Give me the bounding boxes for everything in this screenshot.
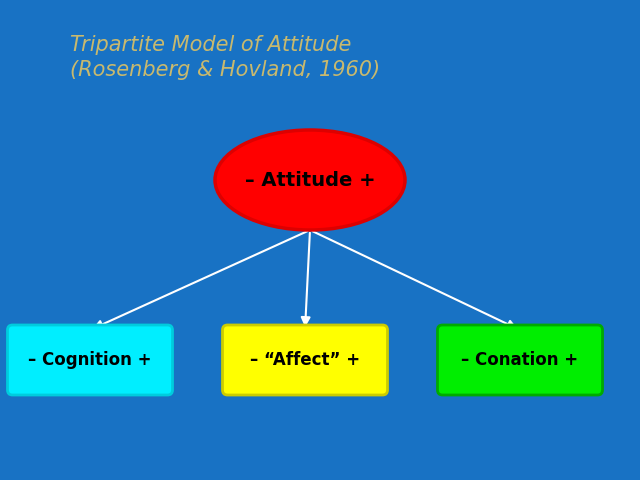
FancyBboxPatch shape — [8, 325, 173, 395]
Ellipse shape — [215, 130, 405, 230]
Text: – Conation +: – Conation + — [461, 351, 579, 369]
FancyBboxPatch shape — [438, 325, 602, 395]
Text: – Cognition +: – Cognition + — [28, 351, 152, 369]
Text: – “Affect” +: – “Affect” + — [250, 351, 360, 369]
Text: (Rosenberg & Hovland, 1960): (Rosenberg & Hovland, 1960) — [70, 60, 380, 80]
FancyBboxPatch shape — [223, 325, 387, 395]
Text: Tripartite Model of Attitude: Tripartite Model of Attitude — [70, 35, 351, 55]
Text: – Attitude +: – Attitude + — [244, 170, 375, 190]
